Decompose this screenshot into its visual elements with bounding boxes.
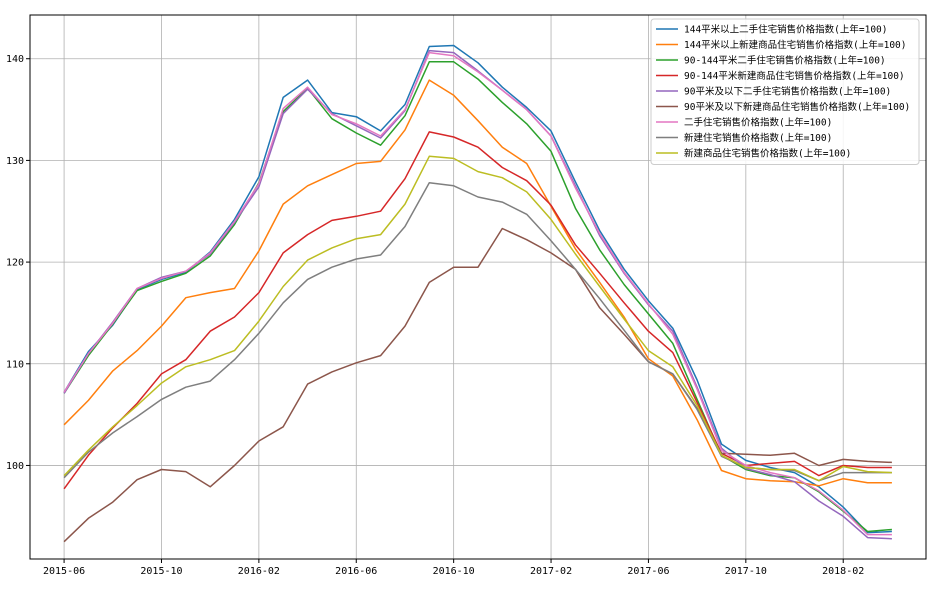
legend-entry-label: 144平米以上二手住宅销售价格指数(上年=100) [684, 24, 887, 36]
x-tick-label: 2017-06 [627, 566, 669, 577]
legend-entry-label: 90平米及以下二手住宅销售价格指数(上年=100) [684, 86, 891, 98]
legend-entry-label: 新建住宅销售价格指数(上年=100) [684, 132, 832, 144]
y-axis: 100 110 120 130 140 [6, 54, 30, 472]
legend-entry-label: 90-144平米新建商品住宅销售价格指数(上年=100) [684, 70, 905, 82]
series-line-2 [63, 61, 892, 533]
x-tick-label: 2017-10 [725, 566, 767, 577]
series-lines [63, 44, 892, 543]
series-line-7 [63, 182, 892, 482]
y-tick-label: 120 [6, 258, 24, 269]
legend-entry-label: 90平米及以下新建商品住宅销售价格指数(上年=100) [684, 101, 910, 113]
series-line-8 [63, 155, 892, 482]
x-tick-label: 2018-02 [822, 566, 864, 577]
y-tick-label: 140 [6, 54, 24, 65]
y-tick-label: 110 [6, 359, 24, 370]
series-line-5 [63, 227, 892, 543]
x-tick-label: 2017-02 [530, 566, 572, 577]
x-tick-label: 2016-06 [335, 566, 377, 577]
legend: 144平米以上二手住宅销售价格指数(上年=100) 144平米以上新建商品住宅销售… [650, 18, 920, 165]
x-axis: 2015-06 2015-10 2016-02 2016-06 2016-10 2017-… [43, 559, 864, 577]
x-tick-label: 2015-10 [140, 566, 182, 577]
legend-entry-label: 二手住宅销售价格指数(上年=100) [684, 117, 832, 129]
legend-entry-label: 144平米以上新建商品住宅销售价格指数(上年=100) [684, 39, 906, 51]
legend-entry-label: 新建商品住宅销售价格指数(上年=100) [684, 148, 851, 160]
y-tick-label: 100 [6, 461, 24, 472]
legend-entry-label: 90-144平米二手住宅销售价格指数(上年=100) [684, 55, 886, 67]
series-line-3 [63, 131, 892, 490]
x-tick-label: 2016-10 [433, 566, 475, 577]
legend-box [650, 18, 920, 165]
x-tick-label: 2015-06 [43, 566, 85, 577]
y-tick-label: 130 [6, 156, 24, 167]
plot-frame [29, 14, 927, 560]
series-line-1 [63, 79, 892, 487]
x-tick-label: 2016-02 [238, 566, 280, 577]
